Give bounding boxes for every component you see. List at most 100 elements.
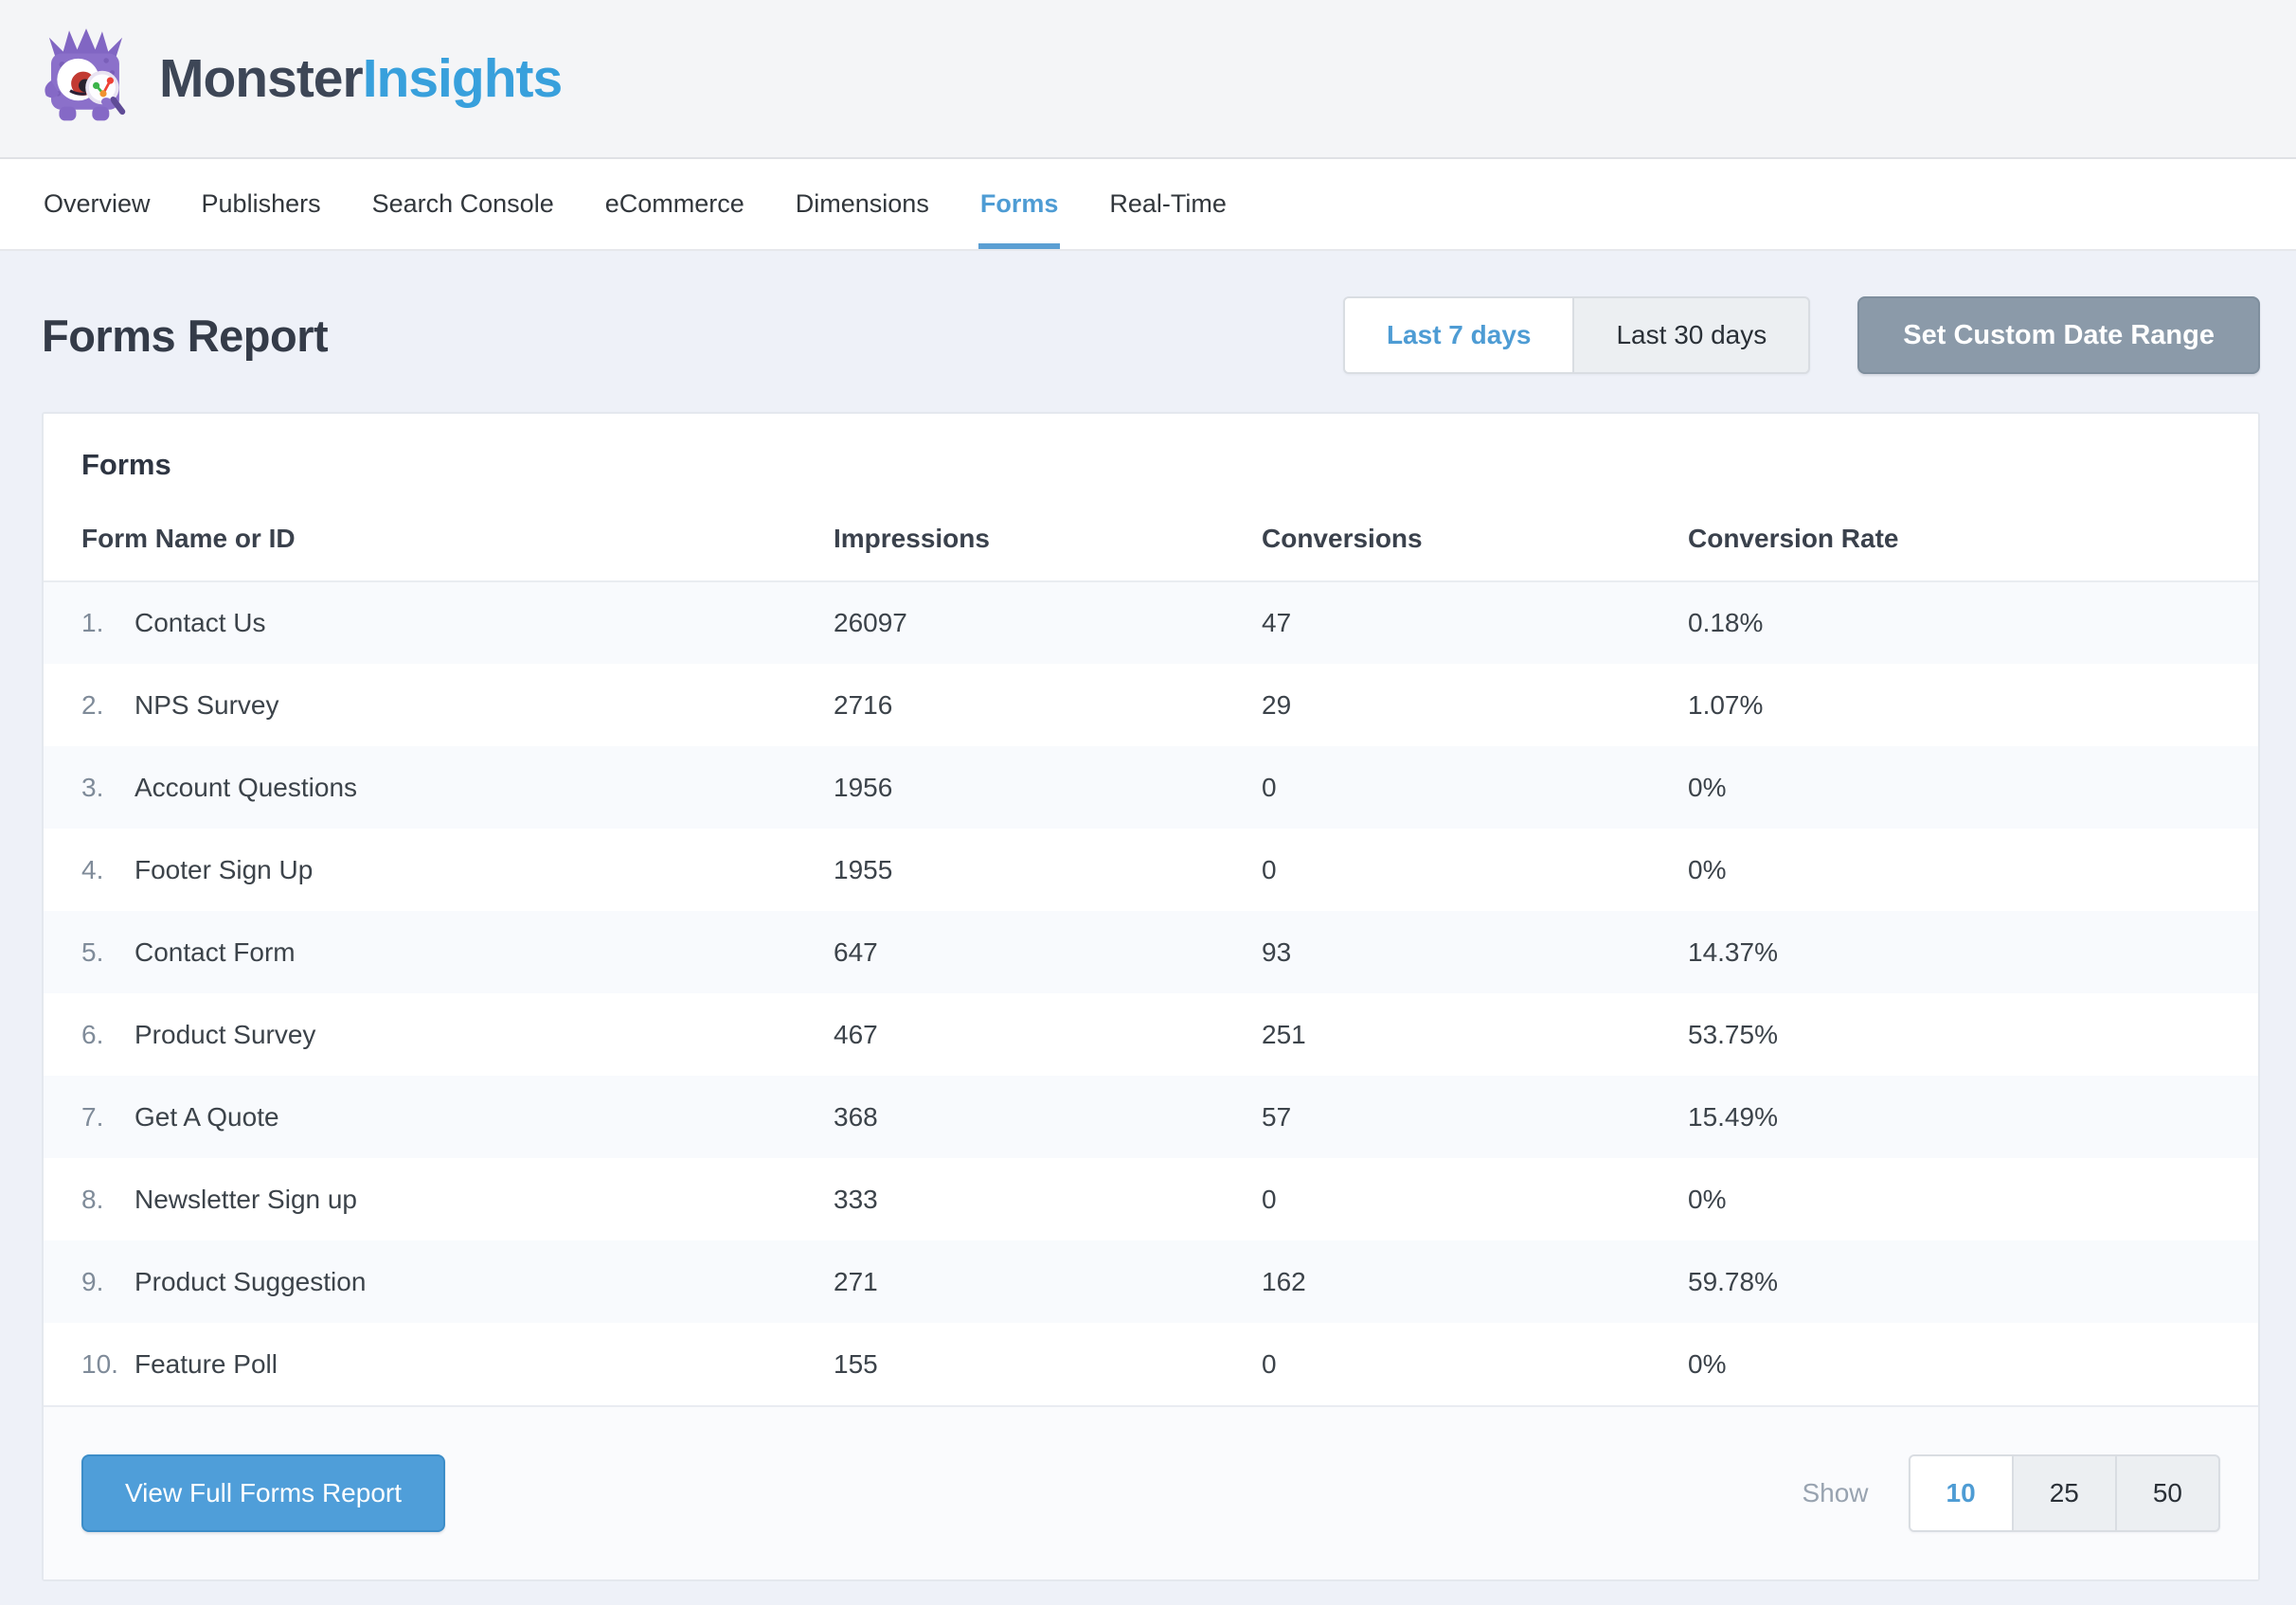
conversion-rate-cell: 59.78% — [1688, 1266, 1778, 1296]
nav-tab-overview[interactable]: Overview — [44, 189, 151, 218]
table-row: 5. Contact Form 647 93 14.37% — [44, 911, 2258, 993]
form-name: Product Survey — [135, 1019, 316, 1049]
table-header-row: Form Name or ID Impressions Conversions … — [44, 482, 2258, 582]
date-range-controls: Last 7 days Last 30 days Set Custom Date… — [1342, 296, 2260, 374]
row-rank: 7. — [81, 1101, 104, 1132]
form-name-cell: 2. NPS Survey — [44, 664, 834, 746]
table-row: 4. Footer Sign Up 1955 0 0% — [44, 829, 2258, 911]
column-header-impressions: Impressions — [834, 482, 1262, 582]
page-size-controls: Show 10 25 50 — [1802, 1454, 2220, 1532]
column-header-conversion-rate: Conversion Rate — [1688, 482, 2258, 582]
table-row: 2. NPS Survey 2716 29 1.07% — [44, 664, 2258, 746]
form-name: Footer Sign Up — [135, 854, 314, 884]
table-row: 9. Product Suggestion 271 162 59.78% — [44, 1240, 2258, 1323]
show-label: Show — [1802, 1478, 1869, 1507]
table-row: 1. Contact Us 26097 47 0.18% — [44, 581, 2258, 664]
date-range-last-7-days-button[interactable]: Last 7 days — [1344, 298, 1573, 372]
nav-tab-publishers[interactable]: Publishers — [201, 189, 321, 218]
conversions-cell: 29 — [1262, 689, 1292, 720]
nav-tab-real-time[interactable]: Real-Time — [1109, 189, 1227, 218]
conversion-rate-cell: 0.18% — [1688, 608, 1764, 637]
table-row: 8. Newsletter Sign up 333 0 0% — [44, 1158, 2258, 1240]
view-full-forms-report-button[interactable]: View Full Forms Report — [81, 1454, 446, 1532]
impressions-cell: 1956 — [834, 772, 893, 802]
conversions-cell: 162 — [1262, 1266, 1306, 1296]
page-size-25-button[interactable]: 25 — [2011, 1456, 2115, 1530]
form-name: Contact Form — [135, 936, 296, 967]
date-range-toggle: Last 7 days Last 30 days — [1342, 296, 1811, 374]
panel-title: Forms — [81, 448, 171, 481]
form-name: Product Suggestion — [135, 1266, 367, 1296]
form-name-cell: 7. Get A Quote — [44, 1076, 834, 1158]
form-name-cell: 10. Feature Poll — [44, 1323, 834, 1405]
brand-name-primary: Monster — [159, 48, 364, 109]
set-custom-date-range-button[interactable]: Set Custom Date Range — [1857, 296, 2260, 374]
impressions-cell: 1955 — [834, 854, 893, 884]
impressions-cell: 2716 — [834, 689, 893, 720]
impressions-cell: 467 — [834, 1019, 878, 1049]
form-name: NPS Survey — [135, 689, 279, 720]
row-rank: 10. — [81, 1348, 118, 1379]
conversion-rate-cell: 0% — [1688, 772, 1727, 802]
row-rank: 8. — [81, 1184, 104, 1214]
conversions-cell: 251 — [1262, 1019, 1306, 1049]
main-content: Forms Report Last 7 days Last 30 days Se… — [0, 296, 2296, 1581]
page-size-toggle: 10 25 50 — [1908, 1454, 2220, 1532]
row-rank: 2. — [81, 689, 104, 720]
conversions-cell: 47 — [1262, 608, 1292, 637]
form-name: Feature Poll — [135, 1348, 278, 1379]
form-name: Account Questions — [135, 772, 358, 802]
table-row: 6. Product Survey 467 251 53.75% — [44, 993, 2258, 1076]
nav-tab-search-console[interactable]: Search Console — [371, 189, 554, 218]
form-name: Newsletter Sign up — [135, 1184, 358, 1214]
row-rank: 1. — [81, 608, 104, 637]
table-row: 10. Feature Poll 155 0 0% — [44, 1323, 2258, 1405]
row-rank: 9. — [81, 1266, 104, 1296]
forms-panel: Forms Form Name or ID Impressions Conver… — [42, 412, 2260, 1581]
impressions-cell: 26097 — [834, 608, 907, 637]
row-rank: 6. — [81, 1019, 104, 1049]
conversion-rate-cell: 0% — [1688, 1184, 1727, 1214]
table-row: 3. Account Questions 1956 0 0% — [44, 746, 2258, 829]
form-name-cell: 8. Newsletter Sign up — [44, 1158, 834, 1240]
impressions-cell: 155 — [834, 1348, 878, 1379]
brand-wordmark: MonsterInsights — [159, 47, 564, 110]
impressions-cell: 368 — [834, 1101, 878, 1132]
conversions-cell: 0 — [1262, 854, 1277, 884]
row-rank: 4. — [81, 854, 104, 884]
form-name: Get A Quote — [135, 1101, 279, 1132]
impressions-cell: 271 — [834, 1266, 878, 1296]
conversions-cell: 0 — [1262, 1184, 1277, 1214]
page-size-10-button[interactable]: 10 — [1910, 1456, 2012, 1530]
page-head: Forms Report Last 7 days Last 30 days Se… — [42, 296, 2260, 374]
form-name-cell: 9. Product Suggestion — [44, 1240, 834, 1323]
conversions-cell: 0 — [1262, 772, 1277, 802]
form-name-cell: 5. Contact Form — [44, 911, 834, 993]
conversion-rate-cell: 0% — [1688, 854, 1727, 884]
date-range-last-30-days-button[interactable]: Last 30 days — [1572, 298, 1808, 372]
form-name-cell: 1. Contact Us — [44, 581, 834, 664]
nav-tab-ecommerce[interactable]: eCommerce — [604, 189, 744, 218]
nav-tab-forms[interactable]: Forms — [978, 159, 1061, 249]
impressions-cell: 333 — [834, 1184, 878, 1214]
page-size-50-button[interactable]: 50 — [2114, 1456, 2218, 1530]
page-title: Forms Report — [42, 310, 329, 361]
form-name: Contact Us — [135, 608, 266, 637]
conversion-rate-cell: 53.75% — [1688, 1019, 1778, 1049]
brand-name-secondary: Insights — [362, 48, 564, 109]
form-name-cell: 6. Product Survey — [44, 993, 834, 1076]
row-rank: 5. — [81, 936, 104, 967]
conversions-cell: 57 — [1262, 1101, 1292, 1132]
conversions-cell: 93 — [1262, 936, 1292, 967]
conversion-rate-cell: 0% — [1688, 1348, 1727, 1379]
conversions-cell: 0 — [1262, 1348, 1277, 1379]
conversion-rate-cell: 14.37% — [1688, 936, 1778, 967]
nav-tab-dimensions[interactable]: Dimensions — [795, 189, 929, 218]
column-header-conversions: Conversions — [1262, 482, 1688, 582]
app-header: MonsterInsights — [0, 0, 2296, 159]
form-name-cell: 3. Account Questions — [44, 746, 834, 829]
impressions-cell: 647 — [834, 936, 878, 967]
forms-table: Form Name or ID Impressions Conversions … — [44, 482, 2258, 1405]
column-header-form-name: Form Name or ID — [44, 482, 834, 582]
main-nav: Overview Publishers Search Console eComm… — [0, 159, 2296, 251]
